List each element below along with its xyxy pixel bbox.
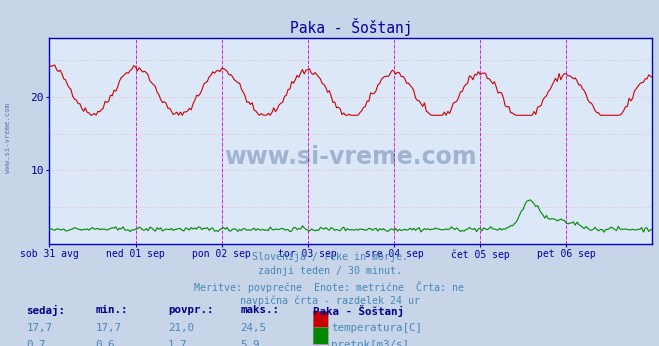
Text: 1,7: 1,7 xyxy=(168,340,188,346)
Text: min.:: min.: xyxy=(96,305,128,315)
Text: 0,6: 0,6 xyxy=(96,340,115,346)
Text: 17,7: 17,7 xyxy=(26,323,52,333)
Text: maks.:: maks.: xyxy=(241,305,279,315)
Text: 0,7: 0,7 xyxy=(26,340,46,346)
Title: Paka - Šoštanj: Paka - Šoštanj xyxy=(290,18,412,36)
Text: pretok[m3/s]: pretok[m3/s] xyxy=(331,340,409,346)
Text: Meritve: povprečne  Enote: metrične  Črta: ne: Meritve: povprečne Enote: metrične Črta:… xyxy=(194,281,465,293)
Text: 5,9: 5,9 xyxy=(241,340,260,346)
Text: 21,0: 21,0 xyxy=(168,323,194,333)
Text: www.si-vreme.com: www.si-vreme.com xyxy=(225,145,477,170)
Text: temperatura[C]: temperatura[C] xyxy=(331,323,422,333)
Text: navpična črta - razdelek 24 ur: navpična črta - razdelek 24 ur xyxy=(239,295,420,306)
Text: Slovenija / reke in morje.: Slovenija / reke in morje. xyxy=(252,252,407,262)
Text: Paka - Šoštanj: Paka - Šoštanj xyxy=(313,305,404,317)
Text: 24,5: 24,5 xyxy=(241,323,266,333)
Text: www.si-vreme.com: www.si-vreme.com xyxy=(5,103,11,173)
Text: sedaj:: sedaj: xyxy=(26,305,65,316)
Text: zadnji teden / 30 minut.: zadnji teden / 30 minut. xyxy=(258,266,401,276)
Text: povpr.:: povpr.: xyxy=(168,305,214,315)
Text: 17,7: 17,7 xyxy=(96,323,121,333)
